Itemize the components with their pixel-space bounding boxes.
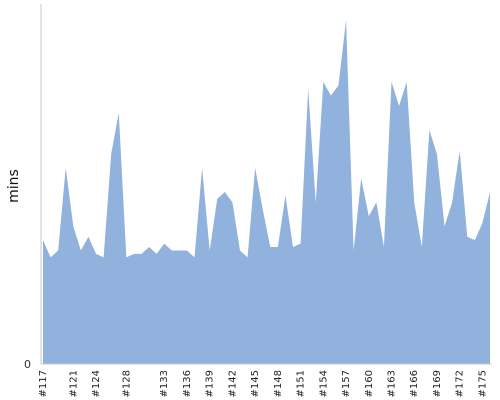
- x-tick-label: #169: [432, 370, 443, 397]
- y-tick-label: 0: [24, 358, 31, 371]
- y-axis-label: mins: [6, 169, 22, 203]
- x-tick-label: #160: [364, 370, 375, 397]
- x-tick-label: #133: [159, 370, 170, 397]
- x-tick-label: #175: [477, 370, 488, 397]
- area-series: [43, 20, 490, 364]
- x-tick-label: #163: [387, 370, 398, 397]
- x-tick-label: #121: [68, 370, 79, 397]
- x-tick-label: #136: [182, 370, 193, 397]
- x-tick-label: #124: [91, 370, 102, 397]
- x-tick-labels: #117 #121 #124 #128 #133 #136 #139 #142 #145 #148…: [38, 370, 488, 397]
- x-tick-label: #117: [38, 370, 49, 397]
- x-tick-label: #128: [121, 370, 132, 397]
- x-tick-label: #172: [455, 370, 466, 397]
- x-tick-label: #157: [341, 370, 352, 397]
- x-tick-label: #145: [250, 370, 261, 397]
- plot-area: [43, 20, 490, 364]
- x-tick-label: #139: [205, 370, 216, 397]
- x-tick-label: #148: [273, 370, 284, 397]
- x-tick-label: #142: [227, 370, 238, 397]
- x-tick-label: #166: [409, 370, 420, 397]
- x-tick-label: #154: [318, 370, 329, 397]
- x-tick-label: #151: [296, 370, 307, 397]
